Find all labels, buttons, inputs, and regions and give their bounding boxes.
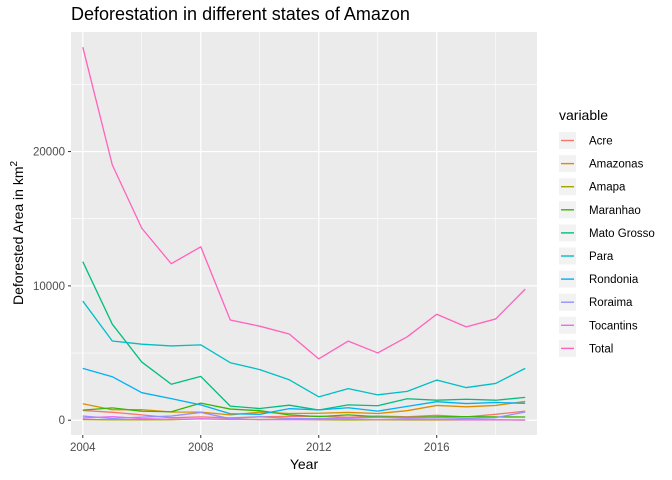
x-axis: 2004 2008 2012 2016 <box>70 435 450 454</box>
legend-title: variable <box>559 107 608 123</box>
y-axis-title: Deforested Area in km2 <box>9 161 26 306</box>
legend-label: Maranhao <box>589 205 641 217</box>
legend-label: Tocantins <box>589 320 638 332</box>
minor-gridlines <box>71 32 537 435</box>
series-line-roraima <box>82 411 526 420</box>
legend-item-para: Para <box>559 247 614 265</box>
y-axis-title-text: Deforested Area in km <box>10 167 26 306</box>
legend-label: Amazonas <box>589 159 644 171</box>
y-tick-label: 20000 <box>33 147 65 159</box>
legend-item-amazonas: Amazonas <box>559 155 644 173</box>
x-tick-label: 2008 <box>188 442 214 454</box>
legend-label: Rondonia <box>589 274 639 286</box>
x-axis-title: Year <box>290 456 319 472</box>
legend: variable Acre Amazonas Amapa Maranhao Mato G… <box>559 107 655 357</box>
legend-item-maranhao: Maranhao <box>559 201 641 219</box>
series-line-para <box>82 300 526 398</box>
legend-item-acre: Acre <box>559 132 613 149</box>
y-axis: 0 10000 20000 <box>33 147 71 427</box>
x-tick-label: 2012 <box>306 442 332 454</box>
legend-label: Acre <box>589 136 613 148</box>
legend-item-mato-grosso: Mato Grosso <box>559 224 655 242</box>
series-line-amazonas <box>82 400 526 416</box>
legend-item-roraima: Roraima <box>559 293 633 311</box>
y-tick-label: 0 <box>59 415 65 427</box>
legend-item-rondonia: Rondonia <box>559 270 639 288</box>
x-tick-label: 2016 <box>424 442 450 454</box>
x-tick-label: 2004 <box>70 442 96 454</box>
legend-item-amapa: Amapa <box>559 178 626 196</box>
legend-item-tocantins: Tocantins <box>559 316 638 334</box>
legend-items: Acre Amazonas Amapa Maranhao Mato Grosso Para… <box>559 132 655 357</box>
series-line-maranhao <box>82 402 526 419</box>
series-line-rondonia <box>82 367 526 415</box>
y-axis-title-superscript: 2 <box>9 161 20 167</box>
series-line-tocantins <box>82 415 526 421</box>
series-lines <box>82 47 526 421</box>
plot-panel <box>71 32 537 435</box>
y-tick-label: 10000 <box>33 281 65 293</box>
legend-item-total: Total <box>559 339 613 357</box>
legend-label: Amapa <box>589 182 626 194</box>
legend-label: Mato Grosso <box>589 228 655 240</box>
series-line-total <box>82 47 526 360</box>
legend-label: Roraima <box>589 297 633 309</box>
chart-title: Deforestation in different states of Ama… <box>71 4 410 24</box>
legend-label: Total <box>589 343 613 355</box>
legend-label: Para <box>589 251 614 263</box>
series-line-mato-grosso <box>82 261 526 411</box>
